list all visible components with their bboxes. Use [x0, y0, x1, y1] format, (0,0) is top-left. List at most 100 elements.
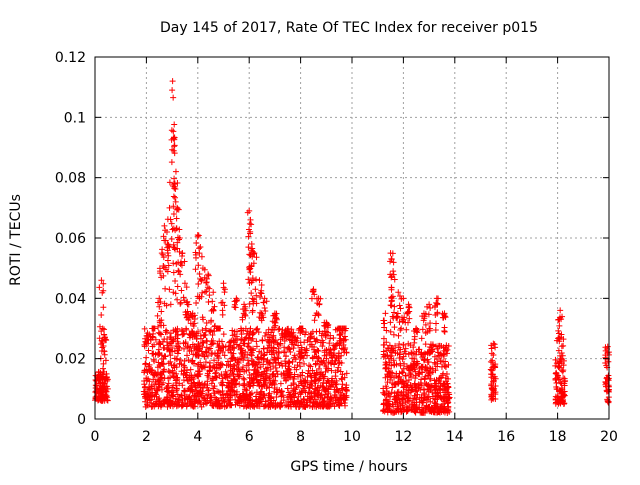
data-point-marker: [189, 359, 196, 366]
data-point-marker: [156, 400, 163, 407]
data-point-marker: [203, 279, 210, 286]
data-point-marker: [169, 226, 176, 233]
data-point-marker: [330, 334, 337, 341]
data-point-marker: [290, 354, 297, 361]
data-point-marker: [435, 352, 442, 359]
data-point-marker: [210, 363, 217, 370]
data-point-marker: [272, 400, 279, 407]
data-point-marker: [194, 231, 201, 238]
data-point-marker: [261, 351, 268, 358]
data-point-marker: [444, 400, 451, 407]
data-point-marker: [101, 335, 108, 342]
data-point-marker: [174, 180, 181, 187]
data-point-marker: [198, 403, 205, 410]
data-point-marker: [336, 337, 343, 344]
data-point-marker: [603, 362, 610, 369]
data-point-marker: [236, 373, 243, 380]
data-point-marker: [429, 342, 436, 349]
data-point-marker: [164, 216, 171, 223]
data-point-marker: [207, 399, 214, 406]
data-point-marker: [179, 402, 186, 409]
data-point-marker: [98, 347, 105, 354]
data-point-marker: [492, 361, 499, 368]
data-point-marker: [177, 271, 184, 278]
data-point-marker: [326, 382, 333, 389]
data-point-marker: [219, 382, 226, 389]
data-point-marker: [490, 340, 497, 347]
data-point-marker: [298, 344, 305, 351]
data-point-marker: [319, 330, 326, 337]
data-point-marker: [193, 300, 200, 307]
data-point-marker: [338, 375, 345, 382]
data-point-marker: [557, 307, 564, 314]
data-point-marker: [312, 372, 319, 379]
data-point-marker: [552, 396, 559, 403]
y-tick-label: 0.1: [64, 110, 86, 126]
data-point-marker: [154, 371, 161, 378]
data-point-marker: [159, 246, 166, 253]
data-point-marker: [155, 378, 162, 385]
data-point-marker: [405, 301, 412, 308]
data-point-marker: [181, 345, 188, 352]
data-point-marker: [228, 380, 235, 387]
data-point-marker: [157, 270, 164, 277]
data-point-marker: [141, 367, 148, 374]
data-point-marker: [241, 376, 248, 383]
data-point-marker: [142, 361, 149, 368]
data-point-marker: [332, 373, 339, 380]
data-point-marker: [184, 377, 191, 384]
data-point-marker: [261, 403, 268, 410]
data-point-marker: [391, 374, 398, 381]
data-point-marker: [284, 394, 291, 401]
data-point-marker: [392, 342, 399, 349]
data-point-marker: [145, 363, 152, 370]
data-point-marker: [405, 340, 412, 347]
data-point-marker: [307, 372, 314, 379]
data-point-marker: [261, 295, 268, 302]
data-point-marker: [155, 323, 162, 330]
data-point-marker: [231, 303, 238, 310]
data-point-marker: [193, 387, 200, 394]
data-point-marker: [272, 319, 279, 326]
data-point-marker: [170, 203, 177, 210]
data-point-marker: [245, 366, 252, 373]
data-point-marker: [490, 378, 497, 385]
data-point-marker: [240, 382, 247, 389]
data-point-marker: [186, 372, 193, 379]
data-point-marker: [249, 329, 256, 336]
data-point-marker: [397, 362, 404, 369]
data-point-marker: [427, 375, 434, 382]
data-point-marker: [209, 375, 216, 382]
data-point-marker: [231, 345, 238, 352]
data-point-marker: [381, 401, 388, 408]
data-point-marker: [166, 204, 173, 211]
data-point-marker: [271, 319, 278, 326]
data-point-marker: [421, 391, 428, 398]
data-point-marker: [397, 346, 404, 353]
data-point-marker: [181, 358, 188, 365]
data-point-marker: [427, 320, 434, 327]
data-point-marker: [146, 378, 153, 385]
data-point-marker: [177, 300, 184, 307]
data-point-marker: [444, 380, 451, 387]
data-point-marker: [195, 368, 202, 375]
data-point-marker: [299, 372, 306, 379]
data-point-marker: [92, 384, 99, 391]
data-point-marker: [224, 375, 231, 382]
data-point-marker: [311, 400, 318, 407]
data-point-marker: [383, 392, 390, 399]
data-point-marker: [325, 399, 332, 406]
data-point-marker: [305, 389, 312, 396]
data-point-marker: [99, 377, 106, 384]
data-point-marker: [202, 348, 209, 355]
data-point-marker: [247, 216, 254, 223]
data-point-marker: [164, 399, 171, 406]
data-point-marker: [299, 353, 306, 360]
grid-lines: [95, 57, 609, 419]
data-point-marker: [297, 325, 304, 332]
data-point-marker: [250, 300, 257, 307]
data-point-marker: [230, 337, 237, 344]
data-point-marker: [400, 353, 407, 360]
data-point-marker: [148, 396, 155, 403]
data-point-marker: [427, 366, 434, 373]
